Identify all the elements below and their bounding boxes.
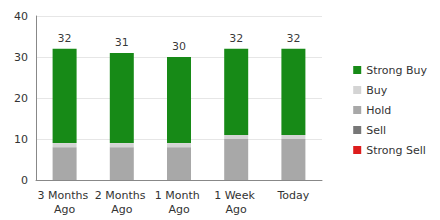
svg-text:32: 32 [58, 32, 72, 45]
svg-text:20: 20 [14, 92, 28, 105]
svg-text:3 Months: 3 Months [37, 189, 91, 202]
svg-text:30: 30 [172, 40, 186, 53]
svg-text:Strong Sell: Strong Sell [366, 144, 426, 157]
svg-text:31: 31 [115, 36, 129, 49]
svg-text:40: 40 [14, 10, 28, 23]
svg-text:30: 30 [14, 51, 28, 64]
svg-text:Strong Buy: Strong Buy [366, 64, 427, 77]
svg-text:Today: Today [276, 189, 309, 202]
svg-text:32: 32 [286, 32, 300, 45]
svg-text:1 Month: 1 Month [155, 189, 203, 202]
svg-text:Hold: Hold [366, 104, 391, 117]
svg-text:Sell: Sell [366, 124, 386, 137]
svg-text:1 Week: 1 Week [214, 189, 258, 202]
svg-text:Ago: Ago [111, 203, 133, 216]
svg-text:2 Months: 2 Months [95, 189, 149, 202]
svg-text:10: 10 [14, 133, 28, 146]
svg-text:32: 32 [229, 32, 243, 45]
svg-text:Ago: Ago [168, 203, 190, 216]
svg-text:Buy: Buy [366, 84, 388, 97]
svg-text:Ago: Ago [54, 203, 76, 216]
svg-text:0: 0 [21, 174, 28, 187]
svg-text:Ago: Ago [226, 203, 248, 216]
